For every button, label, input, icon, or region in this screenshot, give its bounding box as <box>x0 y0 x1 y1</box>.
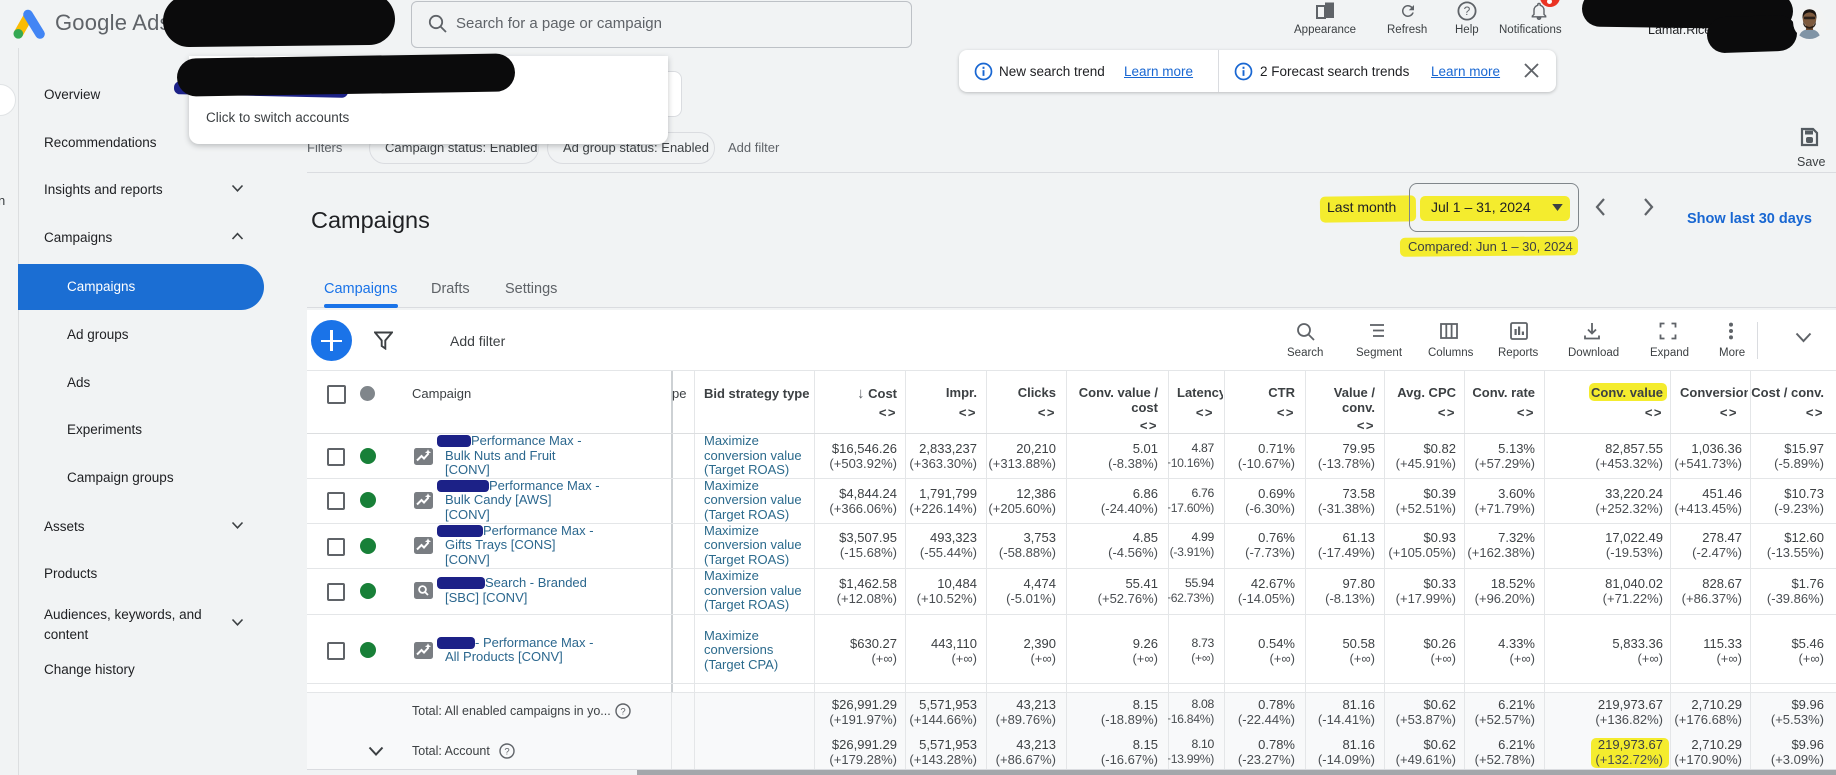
svg-text:?: ? <box>504 746 509 757</box>
svg-text:?: ? <box>1464 4 1471 18</box>
svg-text:?: ? <box>620 706 625 717</box>
